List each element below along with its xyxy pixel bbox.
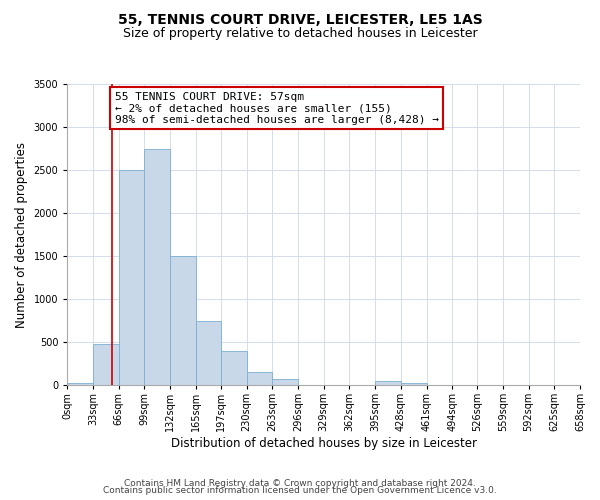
Bar [221, 350, 247, 385]
Text: 55 TENNIS COURT DRIVE: 57sqm
← 2% of detached houses are smaller (155)
98% of se: 55 TENNIS COURT DRIVE: 57sqm ← 2% of det… [115, 92, 439, 124]
Text: Contains public sector information licensed under the Open Government Licence v3: Contains public sector information licen… [103, 486, 497, 495]
Y-axis label: Number of detached properties: Number of detached properties [15, 142, 28, 328]
Bar [93, 344, 119, 385]
Bar [145, 148, 170, 385]
Bar [401, 383, 427, 385]
Text: Size of property relative to detached houses in Leicester: Size of property relative to detached ho… [122, 28, 478, 40]
Bar [272, 378, 298, 385]
Text: 55, TENNIS COURT DRIVE, LEICESTER, LE5 1AS: 55, TENNIS COURT DRIVE, LEICESTER, LE5 1… [118, 12, 482, 26]
Bar [196, 320, 221, 385]
Bar [375, 381, 401, 385]
X-axis label: Distribution of detached houses by size in Leicester: Distribution of detached houses by size … [170, 437, 476, 450]
Bar [247, 372, 272, 385]
Bar [170, 256, 196, 385]
Bar [67, 383, 93, 385]
Bar [119, 170, 145, 385]
Text: Contains HM Land Registry data © Crown copyright and database right 2024.: Contains HM Land Registry data © Crown c… [124, 478, 476, 488]
